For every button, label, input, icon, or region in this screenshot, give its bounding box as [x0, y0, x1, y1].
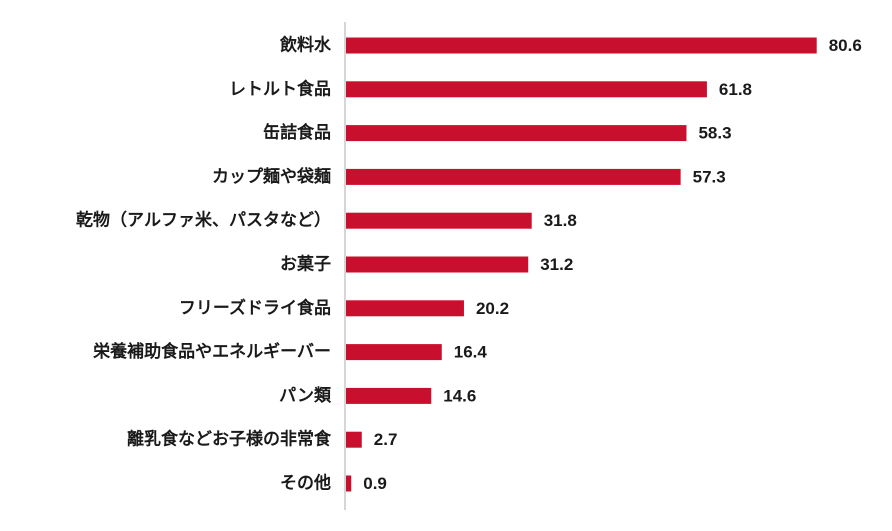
category-label: パン類: [279, 386, 332, 406]
value-label: 20.2: [476, 299, 509, 318]
category-label: 乾物（アルファ米、パスタなど）: [76, 210, 331, 231]
category-label: 飲料水: [279, 35, 332, 56]
bar: [346, 81, 707, 98]
value-label: 31.8: [544, 211, 577, 230]
bar: [346, 431, 362, 448]
category-label: 缶詰食品: [263, 122, 331, 143]
value-label: 58.3: [698, 124, 731, 143]
category-label: レトルト食品: [229, 78, 331, 99]
value-label: 61.8: [719, 80, 752, 99]
value-label: 0.9: [363, 474, 387, 493]
bar: [346, 212, 532, 229]
value-label: 14.6: [443, 386, 476, 405]
bar: [346, 300, 464, 317]
value-label: 57.3: [693, 167, 726, 186]
value-label: 2.7: [374, 430, 398, 449]
category-label: カップ麺や袋麺: [212, 166, 331, 187]
category-label: その他: [280, 473, 331, 494]
value-label: 80.6: [829, 36, 862, 55]
category-label: 離乳食などお子様の非常食: [127, 429, 332, 450]
bar: [346, 37, 817, 54]
bar: [346, 256, 529, 273]
value-label: 31.2: [540, 255, 573, 274]
bar: [346, 344, 442, 361]
bar: [346, 475, 352, 492]
bar: [346, 168, 681, 185]
category-label: フリーズドライ食品: [179, 297, 331, 318]
value-label: 16.4: [454, 343, 488, 362]
bar: [346, 125, 687, 142]
category-label: 栄養補助食品やエネルギーバー: [92, 341, 331, 362]
bar: [346, 387, 432, 404]
category-label: お菓子: [280, 255, 331, 275]
